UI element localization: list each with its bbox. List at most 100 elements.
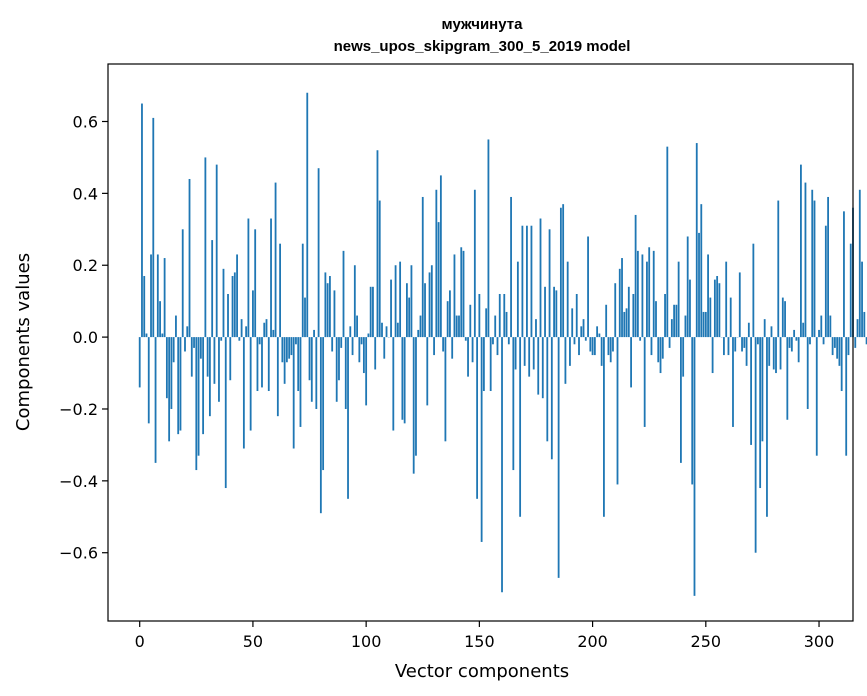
bar bbox=[541, 337, 544, 399]
bar bbox=[664, 293, 666, 338]
bar bbox=[403, 337, 406, 424]
bar bbox=[732, 337, 734, 427]
x-tick-label: 150 bbox=[464, 632, 495, 651]
bar bbox=[324, 272, 327, 338]
bar bbox=[279, 243, 281, 338]
bar bbox=[752, 243, 755, 338]
bar bbox=[571, 308, 574, 338]
y-tick-label: −0.4 bbox=[59, 472, 98, 491]
bar bbox=[632, 293, 635, 338]
bar bbox=[729, 297, 732, 338]
bar bbox=[317, 168, 320, 338]
bar bbox=[806, 337, 809, 409]
bar bbox=[421, 196, 424, 338]
bar bbox=[188, 178, 191, 338]
bar bbox=[163, 258, 166, 338]
bar bbox=[838, 337, 841, 366]
bar bbox=[503, 293, 506, 338]
bar bbox=[790, 337, 793, 352]
bar bbox=[827, 196, 829, 338]
bar bbox=[390, 279, 392, 338]
bar bbox=[143, 276, 146, 338]
bar bbox=[584, 337, 587, 341]
bar bbox=[265, 319, 268, 338]
bar bbox=[154, 337, 157, 463]
bar bbox=[385, 326, 388, 338]
bar bbox=[204, 157, 207, 338]
bar bbox=[824, 225, 827, 338]
bar bbox=[410, 265, 413, 338]
bar bbox=[661, 337, 664, 359]
bar bbox=[725, 261, 728, 338]
bar bbox=[304, 297, 306, 338]
y-tick-label: −0.2 bbox=[59, 400, 98, 419]
bar bbox=[616, 337, 619, 485]
bar bbox=[141, 103, 143, 338]
bar bbox=[555, 290, 558, 338]
bar bbox=[283, 337, 286, 384]
bar bbox=[689, 279, 691, 338]
bar bbox=[797, 337, 800, 363]
bar bbox=[211, 240, 214, 338]
bar bbox=[224, 337, 227, 489]
bar bbox=[319, 337, 322, 514]
bar bbox=[145, 333, 148, 338]
bar bbox=[351, 337, 354, 356]
bar bbox=[623, 311, 626, 338]
bar bbox=[593, 337, 596, 356]
bar bbox=[659, 337, 662, 374]
bar bbox=[553, 286, 555, 338]
bar bbox=[718, 283, 721, 338]
bar bbox=[652, 250, 655, 338]
bar bbox=[537, 337, 540, 395]
x-tick-label: 0 bbox=[135, 632, 145, 651]
bar bbox=[333, 290, 336, 338]
bar bbox=[270, 218, 272, 338]
bar bbox=[487, 139, 490, 338]
bar bbox=[193, 337, 195, 348]
bar bbox=[754, 337, 757, 553]
bar bbox=[818, 329, 820, 338]
bar bbox=[435, 189, 438, 338]
bar bbox=[786, 337, 789, 420]
bar bbox=[716, 276, 719, 338]
bar bbox=[308, 337, 311, 381]
bar bbox=[449, 290, 451, 338]
bar bbox=[261, 337, 263, 388]
bar bbox=[822, 337, 825, 345]
bar bbox=[858, 189, 861, 338]
bar bbox=[532, 337, 535, 370]
bar bbox=[750, 337, 752, 445]
chart-title-line-1: мужчинута bbox=[442, 16, 524, 33]
bar bbox=[356, 315, 358, 338]
bar bbox=[367, 333, 370, 338]
bar bbox=[451, 337, 454, 359]
bar bbox=[175, 315, 177, 338]
bar bbox=[704, 311, 707, 338]
bar bbox=[315, 337, 318, 409]
bar bbox=[784, 301, 786, 338]
x-axis-label: Vector components bbox=[395, 661, 569, 682]
bar bbox=[444, 337, 447, 442]
bar bbox=[381, 322, 383, 338]
bar bbox=[401, 337, 404, 420]
bar bbox=[512, 337, 515, 471]
bar bbox=[636, 250, 639, 338]
bar bbox=[680, 337, 682, 463]
bar bbox=[406, 283, 408, 338]
bar bbox=[621, 258, 623, 338]
bar bbox=[299, 337, 302, 427]
bar bbox=[847, 337, 850, 356]
bar bbox=[492, 337, 494, 345]
bar bbox=[462, 250, 465, 338]
bar bbox=[195, 337, 198, 471]
bar bbox=[569, 337, 571, 366]
bar bbox=[138, 337, 141, 388]
bar bbox=[781, 297, 784, 338]
bar bbox=[458, 315, 460, 338]
bar bbox=[383, 337, 386, 359]
bar bbox=[197, 337, 200, 456]
bar bbox=[415, 337, 417, 456]
y-tick-label: 0.4 bbox=[73, 184, 98, 203]
bar bbox=[709, 297, 712, 338]
